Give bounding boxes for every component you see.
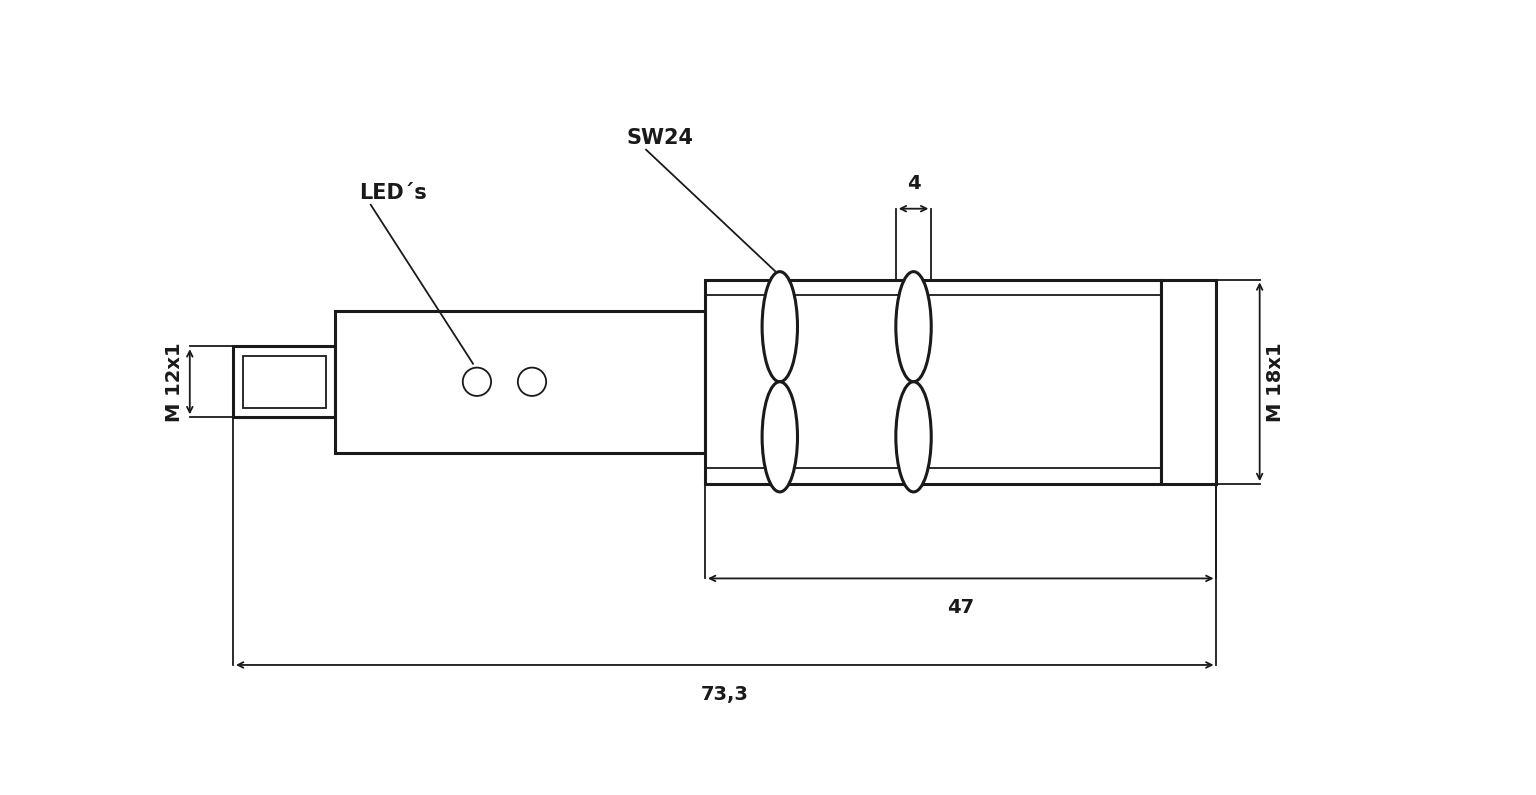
Text: M 12x1: M 12x1 [164,342,184,421]
Text: M 18x1: M 18x1 [1266,342,1286,421]
Bar [335,311,705,452]
Text: 47: 47 [948,598,974,617]
Ellipse shape [762,382,797,492]
Bar [705,280,1161,484]
Ellipse shape [895,272,931,382]
Text: SW24: SW24 [627,128,693,148]
Text: LED´s: LED´s [359,183,427,203]
Text: 4: 4 [906,174,920,193]
Bar [243,356,326,408]
Ellipse shape [895,382,931,492]
Ellipse shape [762,272,797,382]
Bar [1161,280,1217,484]
Text: 73,3: 73,3 [700,684,748,704]
Bar [233,347,335,417]
